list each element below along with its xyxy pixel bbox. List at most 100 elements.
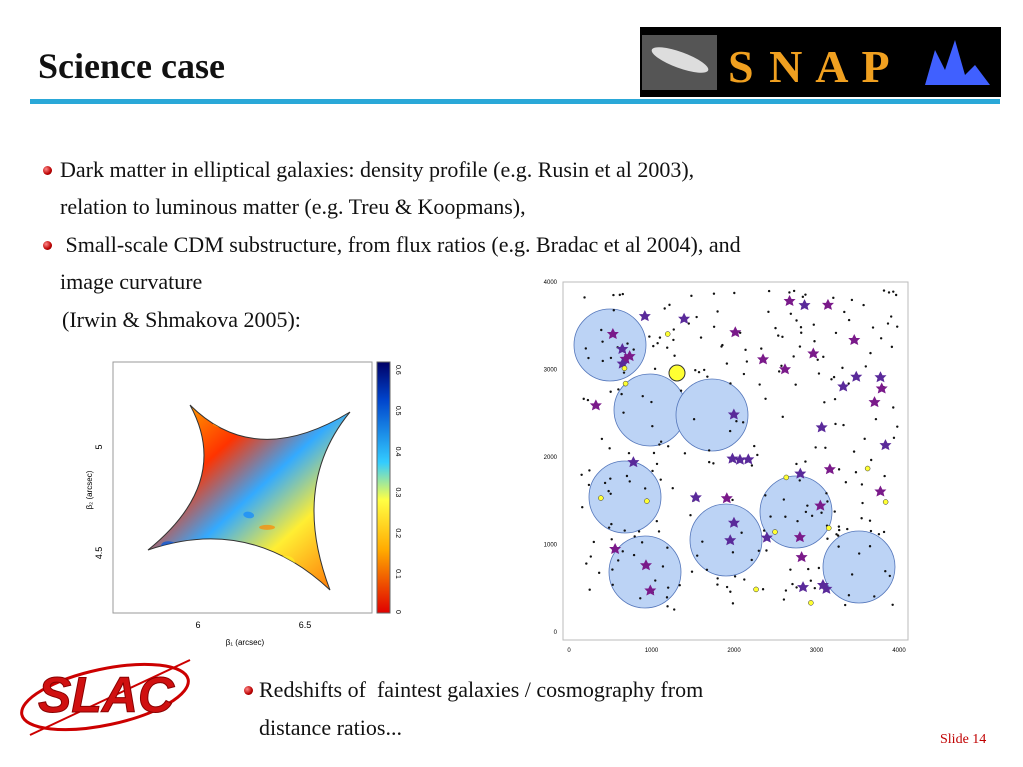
image-star [778,363,791,375]
slac-beam [29,659,191,736]
source-dot [862,303,865,307]
lens-galaxy [644,498,650,504]
source-dot [792,289,796,293]
snap-galaxy-core [651,47,709,73]
source-dot [607,526,611,529]
source-dot [666,586,670,589]
source-dot [832,375,836,379]
lens-galaxy [621,365,628,372]
source-dot [796,519,799,523]
bullet [43,241,52,250]
source-dot [836,534,840,537]
image-star [627,456,640,468]
source-dot [762,529,766,532]
source-dot [871,326,875,329]
source-dot [725,362,729,365]
tick-label: 0 [567,648,571,654]
snap-spectrum [925,40,990,85]
source-dot [863,437,866,441]
source-dot [626,342,629,345]
axis-label: β₁ (arcsec) [226,638,265,647]
source-dot [820,511,823,514]
source-dot [588,588,591,591]
lens-region [588,460,662,534]
tick-label: 4000 [544,280,558,286]
texture-blob [59,608,74,622]
bullet-text: Redshifts of faintest galaxies / cosmogr… [259,677,704,702]
source-dot [665,596,669,599]
image-star [760,531,773,543]
source-dot [795,319,798,322]
source-dot [888,574,892,578]
source-dot [731,498,734,502]
source-dot [743,578,746,581]
image-star [724,534,737,546]
source-dot [896,325,899,328]
source-dot [757,549,761,552]
source-dot [764,494,767,497]
source-dot [833,397,837,401]
source-dot [651,424,654,428]
bullet-text: Small-scale CDM substructure, from flux … [60,232,741,257]
source-dot [847,594,851,597]
source-dot [627,451,631,455]
source-dot [798,479,801,482]
source-dot [609,492,612,496]
colorbar-tick: 0.5 [394,406,401,416]
lens-galaxy [826,525,832,531]
source-dot [654,579,657,582]
lens-galaxy [664,331,671,337]
lens-galaxy [622,380,629,387]
snap-text: S N A P [728,41,892,92]
source-dot [826,500,829,503]
source-dot [640,541,644,544]
image-star [727,408,740,420]
axis-label: β₂ (arcsec) [85,470,94,509]
source-dot [585,562,588,565]
source-dot [835,533,838,536]
lens-region [573,308,647,382]
source-dot [656,342,659,345]
tick-label: 2000 [727,648,741,654]
source-dot [847,318,851,322]
source-dot [666,346,669,349]
source-dot [623,529,626,532]
image-star [733,453,746,465]
source-dot [844,481,848,484]
source-dot [661,565,665,568]
source-dot [804,510,808,514]
texture-blob [19,494,29,504]
image-star [793,531,806,543]
source-dot [868,519,872,522]
source-dot [814,446,817,449]
source-dot [761,588,765,591]
source-dot [683,452,687,455]
source-dot [701,540,704,543]
source-dot [694,368,697,372]
source-dot [628,480,631,483]
source-dot [687,322,690,325]
source-dot [658,443,661,446]
colorbar-tick: 0 [394,610,401,614]
source-dot [810,514,814,518]
source-dot [610,522,613,526]
source-dot [758,383,761,386]
tick-label: 6 [195,620,200,630]
source-dot [847,382,850,385]
source-dot [742,372,746,376]
source-dot [869,529,873,533]
source-dot [873,595,876,598]
tick-label: 1000 [645,648,659,654]
source-dot [864,365,868,368]
source-dot [633,535,636,538]
source-dot [799,326,803,329]
source-dot [782,598,786,601]
source-dot [666,546,669,549]
source-dot [837,525,841,528]
source-dot [671,487,674,490]
source-dot [663,307,666,310]
source-dot [716,577,719,580]
title-rule [30,99,1000,104]
source-dot [868,545,872,548]
source-dot [834,422,837,426]
